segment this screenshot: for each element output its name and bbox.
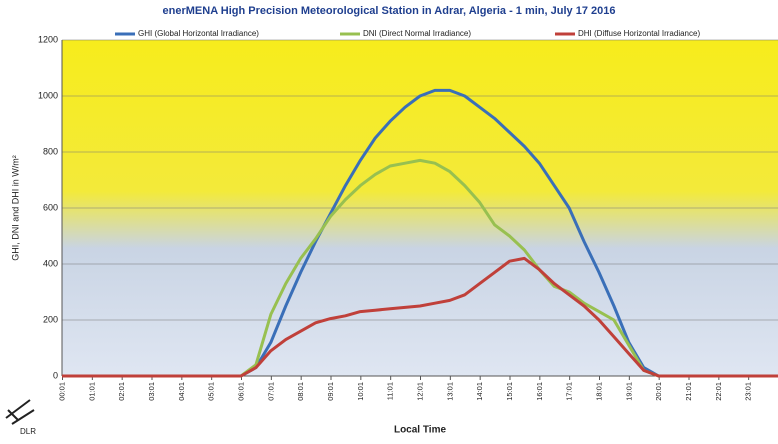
- x-tick-label: 05:01: [207, 382, 216, 401]
- logo-text: DLR: [20, 427, 36, 436]
- x-tick-label: 20:01: [654, 382, 663, 401]
- x-tick-label: 01:01: [87, 382, 96, 401]
- x-tick-label: 17:01: [565, 382, 574, 401]
- x-tick-label: 14:01: [475, 382, 484, 401]
- x-tick-label: 19:01: [624, 382, 633, 401]
- y-tick-label: 400: [43, 258, 58, 268]
- legend-label: DHI (Diffuse Horizontal Irradiance): [578, 29, 700, 38]
- y-axis-label: GHI, DNI and DHI in W/m²: [10, 155, 20, 261]
- x-tick-label: 13:01: [445, 382, 454, 401]
- x-tick-label: 03:01: [147, 382, 156, 401]
- y-tick-label: 1000: [38, 90, 58, 100]
- dlr-logo: DLR: [5, 399, 36, 436]
- x-tick-label: 00:01: [57, 382, 66, 401]
- x-tick-label: 15:01: [505, 382, 514, 401]
- legend-label: DNI (Direct Normal Irradiance): [363, 29, 471, 38]
- x-tick-label: 06:01: [236, 382, 245, 401]
- x-tick-label: 02:01: [117, 382, 126, 401]
- y-tick-label: 800: [43, 146, 58, 156]
- legend-label: GHI (Global Horizontal Irradiance): [138, 29, 259, 38]
- x-tick-label: 16:01: [535, 382, 544, 401]
- chart-title: enerMENA High Precision Meteorological S…: [163, 5, 616, 17]
- x-tick-label: 04:01: [177, 382, 186, 401]
- y-tick-label: 0: [53, 370, 58, 380]
- y-tick-label: 600: [43, 202, 58, 212]
- data-line: [62, 256, 778, 378]
- x-axis-label: Local Time: [394, 425, 446, 436]
- x-tick-label: 18:01: [594, 382, 603, 401]
- x-tick-label: 09:01: [326, 382, 335, 401]
- x-tick-label: 23:01: [744, 382, 753, 401]
- x-tick-label: 12:01: [415, 382, 424, 401]
- x-tick-label: 11:01: [386, 382, 395, 400]
- x-tick-label: 07:01: [266, 382, 275, 401]
- x-tick-label: 22:01: [714, 382, 723, 401]
- y-tick-label: 200: [43, 314, 58, 324]
- x-tick-label: 10:01: [356, 382, 365, 401]
- x-tick-label: 08:01: [296, 382, 305, 401]
- x-tick-label: 21:01: [684, 382, 693, 401]
- y-tick-label: 1200: [38, 34, 58, 44]
